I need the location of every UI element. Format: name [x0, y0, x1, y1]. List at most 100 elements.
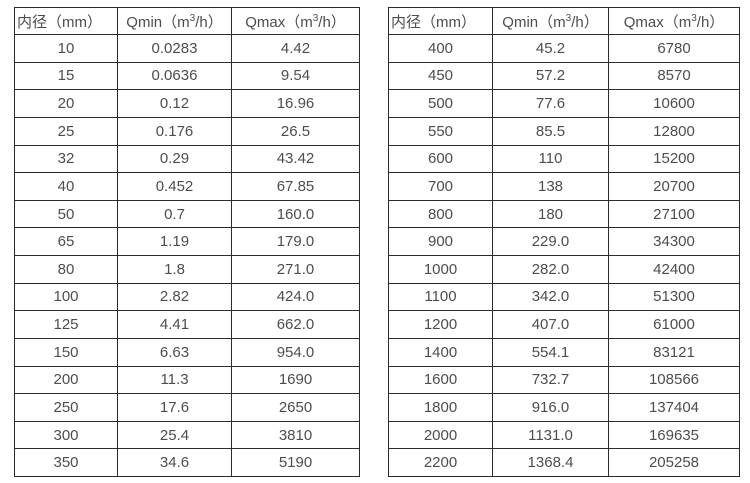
table-row: 200 11.3 1690	[14, 365, 360, 395]
table-cell: 85.5	[492, 116, 609, 146]
table-cell: 1368.4	[492, 448, 609, 477]
table-cell: 1131.0	[492, 420, 609, 450]
table-cell: 1200	[388, 310, 493, 339]
table-cell: 732.7	[492, 365, 609, 395]
table-row: 800 180 27100	[388, 199, 740, 229]
table-cell: 51300	[608, 282, 740, 312]
table-row: 1800 916.0 137404	[388, 393, 740, 422]
table-cell: 229.0	[492, 227, 609, 256]
table-row: 300 25.4 3810	[14, 420, 360, 450]
table-row: 500 77.6 10600	[388, 89, 740, 118]
table-cell: 10600	[608, 89, 740, 118]
table-cell: 57.2	[492, 61, 609, 91]
table-row: 40 0.452 67.85	[14, 172, 360, 201]
table-cell: 342.0	[492, 282, 609, 312]
table-cell: 61000	[608, 310, 740, 339]
table-cell: 1.8	[117, 255, 232, 284]
table-cell: 16.96	[231, 89, 360, 118]
table-cell: 554.1	[492, 337, 609, 367]
table-cell: 9.54	[231, 61, 360, 91]
table-cell: 12800	[608, 116, 740, 146]
table-cell: 450	[388, 61, 493, 91]
table-row: 400 45.2 6780	[388, 34, 740, 63]
table-cell: 3810	[231, 420, 360, 450]
column-header: Qmax（m3/h）	[608, 7, 740, 35]
table-cell: 6780	[608, 34, 740, 63]
table-cell: 45.2	[492, 34, 609, 63]
table-cell: 32	[14, 144, 118, 174]
table-cell: 179.0	[231, 227, 360, 256]
table-row: 550 85.5 12800	[388, 116, 740, 146]
table-row: 1100 342.0 51300	[388, 282, 740, 312]
table-row: 10 0.0283 4.42	[14, 34, 360, 63]
table-cell: 271.0	[231, 255, 360, 284]
table-cell: 424.0	[231, 282, 360, 312]
table-cell: 954.0	[231, 337, 360, 367]
table-cell: 17.6	[117, 393, 232, 422]
table-cell: 2650	[231, 393, 360, 422]
table-row: 250 17.6 2650	[14, 393, 360, 422]
table-cell: 27100	[608, 199, 740, 229]
table-cell: 34.6	[117, 448, 232, 477]
table-row: 2200 1368.4 205258	[388, 448, 740, 477]
table-cell: 250	[14, 393, 118, 422]
table-row: 1200 407.0 61000	[388, 310, 740, 339]
table-cell: 65	[14, 227, 118, 256]
table-row: 50 0.7 160.0	[14, 199, 360, 229]
table-cell: 43.42	[231, 144, 360, 174]
table-cell: 67.85	[231, 172, 360, 201]
table-row: 32 0.29 43.42	[14, 144, 360, 174]
flow-rate-table-small-diameters: 内径（mm） Qmin（m3/h） Qmax（m3/h） 10 0.0283 4.42 1…	[14, 7, 360, 477]
table-cell: 138	[492, 172, 609, 201]
table-row: 100 2.82 424.0	[14, 282, 360, 312]
table-cell: 4.41	[117, 310, 232, 339]
table-cell: 20	[14, 89, 118, 118]
table-row: 600 110 15200	[388, 144, 740, 174]
table-cell: 150	[14, 337, 118, 367]
table-cell: 0.0636	[117, 61, 232, 91]
table-cell: 83121	[608, 337, 740, 367]
table-cell: 2.82	[117, 282, 232, 312]
table-cell: 662.0	[231, 310, 360, 339]
table-cell: 900	[388, 227, 493, 256]
table-cell: 700	[388, 172, 493, 201]
table-cell: 600	[388, 144, 493, 174]
column-header: Qmax（m3/h）	[231, 7, 360, 35]
table-cell: 10	[14, 34, 118, 63]
table-cell: 110	[492, 144, 609, 174]
table-cell: 350	[14, 448, 118, 477]
column-header: Qmin（m3/h）	[117, 7, 232, 35]
table-cell: 100	[14, 282, 118, 312]
table-cell: 25	[14, 116, 118, 146]
table-cell: 80	[14, 255, 118, 284]
table-cell: 125	[14, 310, 118, 339]
table-cell: 0.12	[117, 89, 232, 118]
table-cell: 2200	[388, 448, 493, 477]
table-cell: 1600	[388, 365, 493, 395]
table-cell: 1400	[388, 337, 493, 367]
table-row: 15 0.0636 9.54	[14, 61, 360, 91]
table-cell: 15	[14, 61, 118, 91]
table-cell: 8570	[608, 61, 740, 91]
table-cell: 407.0	[492, 310, 609, 339]
table-cell: 160.0	[231, 199, 360, 229]
table-cell: 1100	[388, 282, 493, 312]
column-header: Qmin（m3/h）	[492, 7, 609, 35]
table-cell: 2000	[388, 420, 493, 450]
table-cell: 500	[388, 89, 493, 118]
table-row: 20 0.12 16.96	[14, 89, 360, 118]
table-cell: 169635	[608, 420, 740, 450]
table-cell: 205258	[608, 448, 740, 477]
column-header: 内径（mm）	[388, 7, 493, 35]
table-cell: 300	[14, 420, 118, 450]
table-cell: 282.0	[492, 255, 609, 284]
table-cell: 0.0283	[117, 34, 232, 63]
table-cell: 0.176	[117, 116, 232, 146]
table-row: 1400 554.1 83121	[388, 337, 740, 367]
table-cell: 11.3	[117, 365, 232, 395]
table-cell: 550	[388, 116, 493, 146]
table-cell: 50	[14, 199, 118, 229]
header-row: 内径（mm） Qmin（m3/h） Qmax（m3/h）	[14, 7, 360, 35]
table-cell: 0.29	[117, 144, 232, 174]
table-cell: 1690	[231, 365, 360, 395]
